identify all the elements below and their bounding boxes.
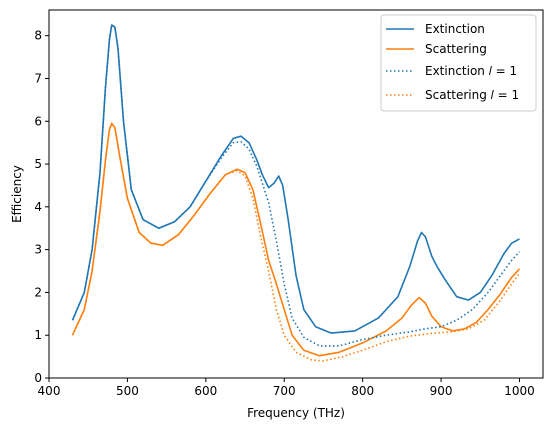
series-line-scattering-l-1 xyxy=(71,122,521,362)
y-tick-label: 8 xyxy=(34,29,42,43)
x-tick-label: 400 xyxy=(38,384,61,398)
y-tick-label: 1 xyxy=(34,328,42,342)
y-tick-label: 3 xyxy=(34,243,42,257)
x-tick-label: 500 xyxy=(116,384,139,398)
y-tick-label: 6 xyxy=(34,114,42,128)
series-line-extinction-l-1 xyxy=(71,24,521,347)
legend-label-scattering: Scattering xyxy=(425,42,487,56)
y-tick-label: 7 xyxy=(34,71,42,85)
axes-frame xyxy=(48,9,544,379)
series-layer xyxy=(71,24,521,362)
y-tick-label: 2 xyxy=(34,285,42,299)
legend-label-extinction: Extinction xyxy=(425,22,485,36)
x-axis-title: Frequency (THz) xyxy=(247,406,345,420)
y-axis-title: Efficiency xyxy=(10,165,24,223)
series-line-scattering xyxy=(71,122,521,357)
y-tick-label: 0 xyxy=(34,371,42,385)
legend: Extinction Scattering Extinction 𝑙 = 1 S… xyxy=(380,14,537,112)
legend-box xyxy=(380,14,537,112)
x-tick-label: 800 xyxy=(351,384,374,398)
y-tick-label: 4 xyxy=(34,200,42,214)
legend-label-extinction-l1: Extinction 𝑙 = 1 xyxy=(425,64,517,78)
x-tick-label: 600 xyxy=(194,384,217,398)
x-tick-label: 700 xyxy=(273,384,296,398)
x-axis: 400 500 600 700 800 900 1000 xyxy=(38,378,535,398)
x-tick-label: 1000 xyxy=(504,384,535,398)
y-tick-label: 5 xyxy=(34,157,42,171)
x-tick-label: 900 xyxy=(430,384,453,398)
y-axis: 0 1 2 3 4 5 6 7 8 xyxy=(34,29,49,385)
legend-label-scattering-l1: Scattering 𝑙 = 1 xyxy=(425,88,519,102)
